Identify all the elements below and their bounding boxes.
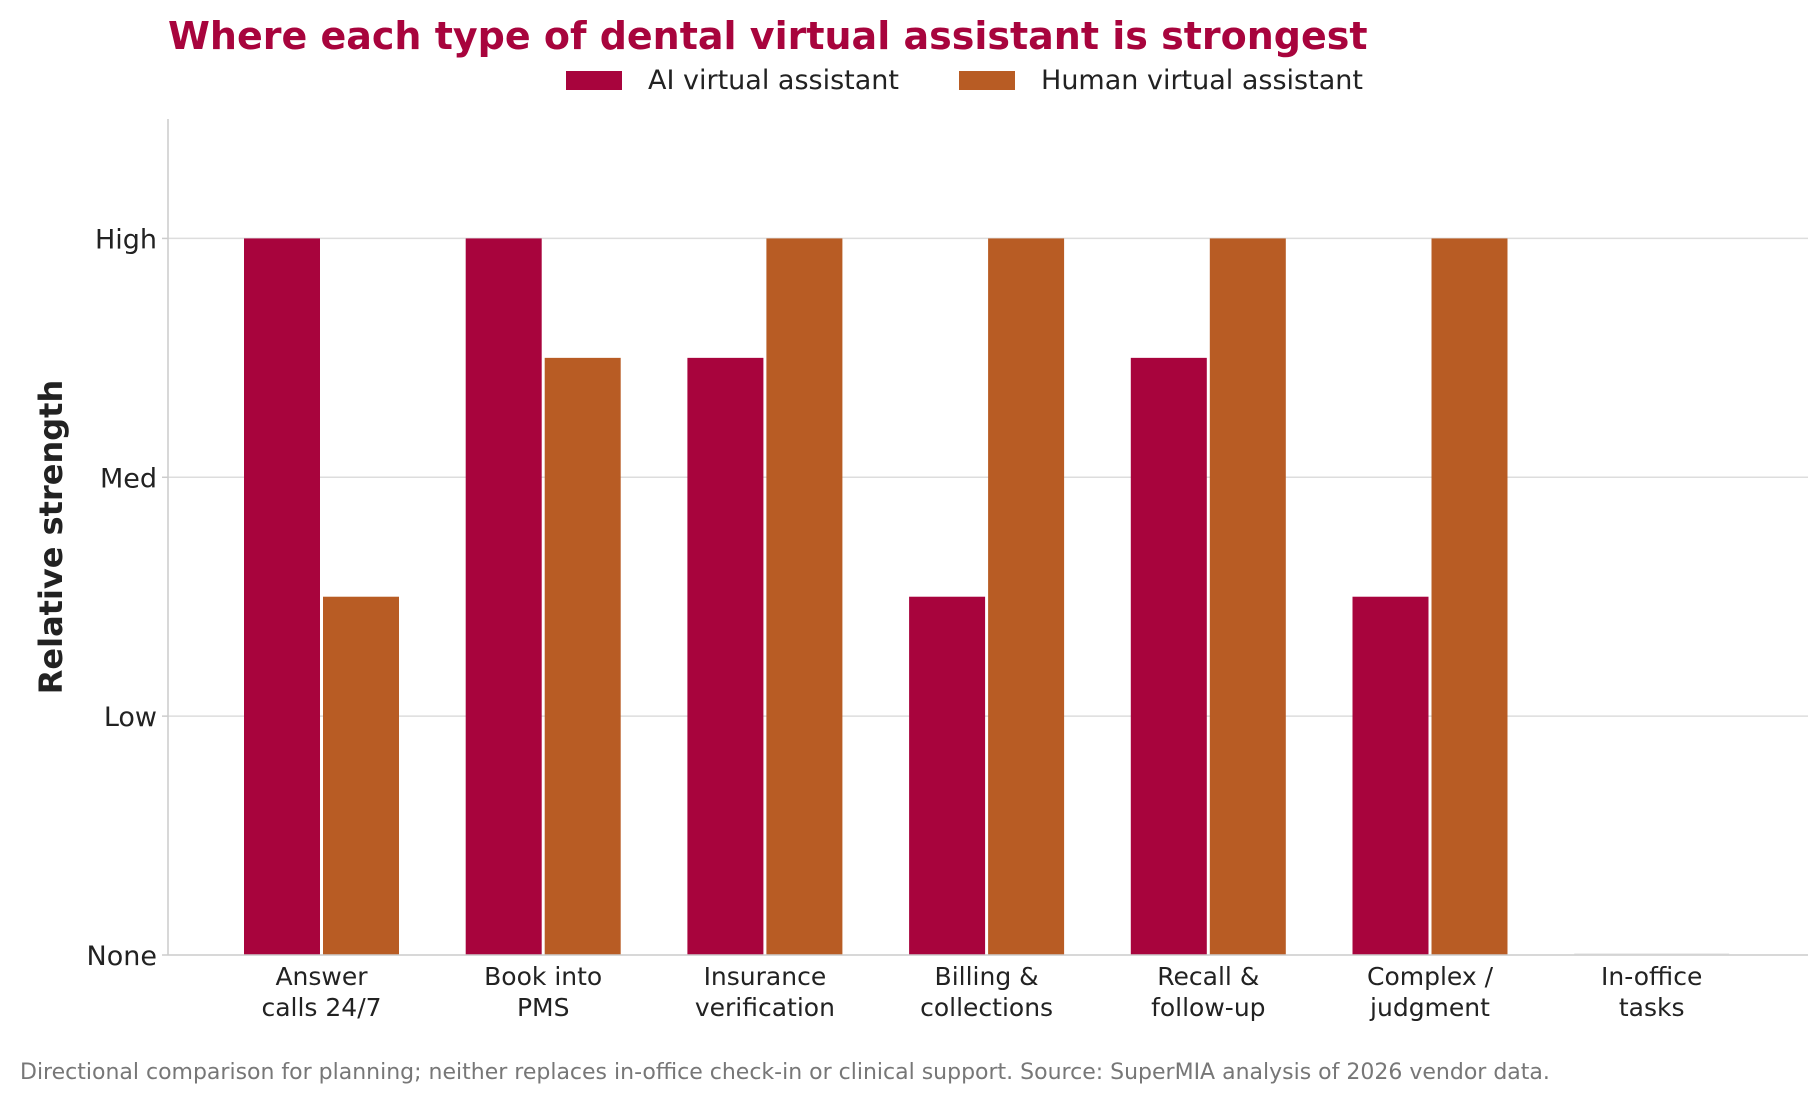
bar-human-5: [1431, 238, 1508, 955]
x-tick-label-1: Book into PMS: [484, 962, 602, 1022]
legend-label-ai: AI virtual assistant: [648, 64, 900, 96]
y-tick-label-1: Low: [104, 702, 157, 733]
bar-ai-1: [465, 238, 542, 955]
legend-swatch-human: [959, 70, 1016, 90]
bar-human-0: [323, 596, 399, 955]
x-tick-label-6: In-office tasks: [1601, 962, 1702, 1022]
legend-item-human: Human virtual assistant: [959, 65, 1363, 96]
bar-ai-4: [1130, 357, 1207, 955]
y-tick-label-2: Med: [100, 463, 157, 494]
y-tick-label-3: High: [95, 224, 157, 255]
legend-swatch-ai: [566, 70, 622, 90]
bar-human-1: [544, 357, 621, 955]
legend-label-human: Human virtual assistant: [1041, 64, 1363, 96]
bar-ai-2: [687, 357, 764, 955]
x-tick-label-5: Complex / judgment: [1367, 962, 1494, 1022]
footnote: Directional comparison for planning; nei…: [20, 1060, 1550, 1085]
plot-area: None Low Med High Answer calls 24/7 Book into P…: [32, 119, 1808, 1022]
x-tick-label-2: Insurance verification: [695, 962, 835, 1022]
x-tick-label-0: Answer calls 24/7: [261, 962, 381, 1022]
x-tick-label-4: Recall & follow-up: [1151, 962, 1265, 1022]
legend-item-ai: AI virtual assistant: [566, 65, 899, 96]
bar-ai-0: [244, 238, 320, 955]
bar-ai-5: [1352, 596, 1429, 955]
bar-human-4: [1209, 238, 1286, 955]
y-axis-label: Relative strength: [32, 380, 70, 694]
legend: AI virtual assistant Human virtual assis…: [566, 62, 1423, 98]
x-tick-label-3: Billing & collections: [920, 962, 1053, 1022]
bar-human-3: [988, 238, 1065, 955]
bar-ai-3: [909, 596, 986, 955]
bar-human-2: [766, 238, 843, 955]
chart-title: Where each type of dental virtual assist…: [168, 14, 1368, 58]
y-tick-label-0: None: [87, 941, 157, 972]
